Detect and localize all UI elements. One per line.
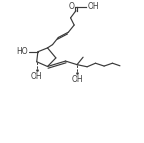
- Text: HO: HO: [16, 47, 28, 56]
- Text: O: O: [69, 2, 74, 11]
- Text: OH: OH: [31, 72, 42, 81]
- Text: OH: OH: [87, 2, 99, 11]
- Text: OH: OH: [71, 75, 83, 84]
